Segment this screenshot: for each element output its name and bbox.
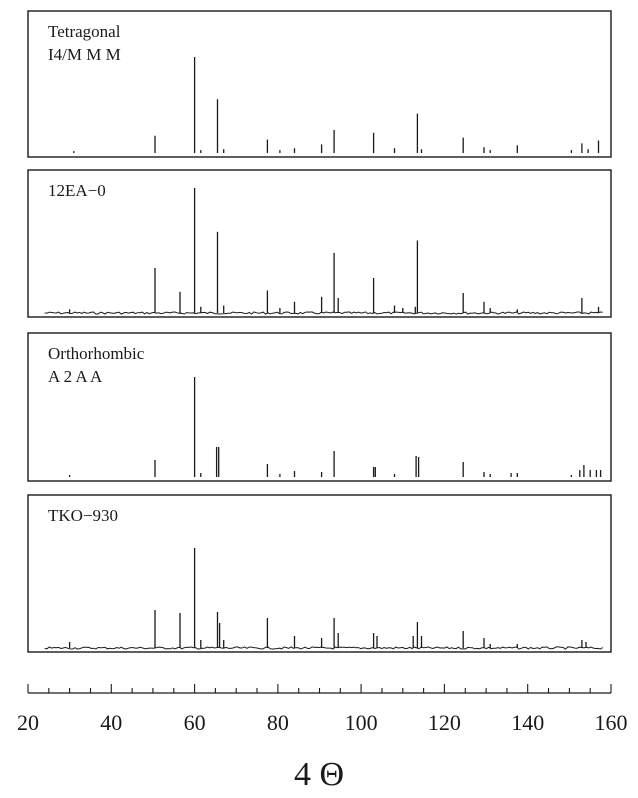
- panel-label: Orthorhombic: [48, 344, 145, 363]
- panel-frame: [27, 332, 612, 482]
- x-axis: 20 40 60 80 100 120 140 160 4 Θ: [17, 684, 628, 793]
- panel-label: A 2 A A: [48, 367, 103, 386]
- panel-label: Tetragonal: [48, 22, 121, 41]
- x-axis-tick-labels: 20 40 60 80 100 120 140 160: [17, 710, 628, 735]
- pattern-baseline: [44, 646, 603, 650]
- pattern-baseline: [44, 311, 603, 315]
- tick-label: 80: [267, 710, 289, 735]
- tick-label: 120: [428, 710, 461, 735]
- panel-frame: [27, 169, 612, 318]
- panel-12ea0: 12EA−0: [27, 169, 612, 318]
- tick-label: 40: [100, 710, 122, 735]
- panel-frame: [27, 494, 612, 653]
- x-axis-title: 4 Θ: [294, 756, 344, 793]
- panel-frame: [27, 10, 612, 158]
- diffraction-panels: Tetragonal I4/M M M 12EA−0 Orthorhombic A 2 …: [27, 10, 612, 653]
- panel-label: 12EA−0: [48, 181, 106, 200]
- tick-label: 140: [511, 710, 544, 735]
- panel-tko930: TKO−930: [27, 494, 612, 653]
- tick-label: 160: [595, 710, 628, 735]
- tick-label: 20: [17, 710, 39, 735]
- tick-label: 100: [345, 710, 378, 735]
- panel-label: TKO−930: [48, 506, 118, 525]
- x-axis-minor-ticks: [48, 688, 591, 693]
- panel-tetragonal: Tetragonal I4/M M M: [27, 10, 612, 158]
- x-axis-major-ticks: [27, 684, 612, 693]
- panel-label: I4/M M M: [48, 45, 121, 64]
- tick-label: 60: [184, 710, 206, 735]
- panel-orthorhombic: Orthorhombic A 2 A A: [27, 332, 612, 482]
